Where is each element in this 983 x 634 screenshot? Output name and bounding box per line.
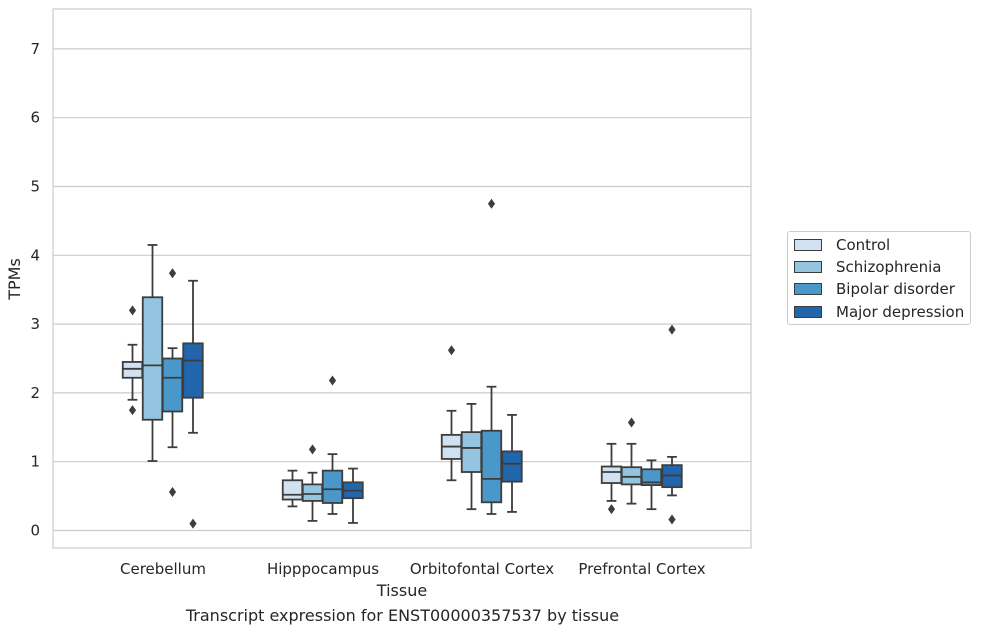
outlier-point [168,268,177,279]
legend-swatch [794,306,822,318]
legend-swatch [794,283,822,295]
outlier-point [328,375,337,386]
legend-swatch [794,261,822,273]
legend: Control Schizophrenia Bipolar disorder M… [787,231,971,325]
outlier-point [128,405,137,416]
outlier-point [308,444,317,455]
x-tick-label: Cerebellum [120,560,206,578]
outlier-point [607,504,616,515]
legend-item: Bipolar disorder [794,279,955,299]
legend-label: Schizophrenia [836,258,942,276]
outlier-point [447,345,456,356]
box [501,450,523,483]
legend-item: Major depression [794,302,964,322]
outlier-point [168,486,177,497]
box [600,465,623,484]
x-tick-label: Prefrontal Cortex [578,560,705,578]
x-axis-label: Tissue [376,581,427,600]
outlier-point [487,198,496,209]
box [141,296,164,421]
gridlines [53,48,751,532]
box-series [121,198,683,529]
box [281,479,304,501]
chart-caption: Transcript expression for ENST0000035753… [185,606,620,625]
x-tick-label: Orbitofontal Cortex [410,560,554,578]
legend-label: Major depression [836,303,965,321]
box [182,342,204,399]
legend-item: Schizophrenia [794,257,941,277]
outlier-point [668,514,676,525]
y-tick-labels: 0 1 2 3 4 5 6 7 [30,40,40,540]
box [480,429,503,504]
box [460,431,483,473]
y-tick-label: 1 [30,453,40,471]
y-tick-label: 0 [30,522,40,540]
y-tick-label: 2 [30,384,40,402]
legend-swatch [794,239,822,251]
y-tick-label: 4 [30,246,40,264]
y-axis-label: TPMs [5,258,24,301]
y-tick-label: 3 [30,315,40,333]
y-tick-label: 7 [30,40,40,58]
outlier-point [627,417,636,428]
box [321,469,344,504]
box [301,483,324,502]
plot-area [52,8,752,549]
outlier-point [128,305,137,316]
legend-label: Control [836,236,891,254]
box [640,468,663,486]
y-tick-label: 6 [30,109,40,127]
box [121,361,144,379]
y-tick-label: 5 [30,178,40,196]
outlier-point [189,518,197,529]
box [161,357,184,413]
legend-item: Control [794,235,890,255]
legend-label: Bipolar disorder [836,280,955,298]
x-tick-label: Hipppocampus [267,560,379,578]
outlier-point [668,324,676,335]
box [620,466,643,486]
x-tick-labels: Cerebellum Hipppocampus Orbitofontal Corte… [120,560,706,578]
